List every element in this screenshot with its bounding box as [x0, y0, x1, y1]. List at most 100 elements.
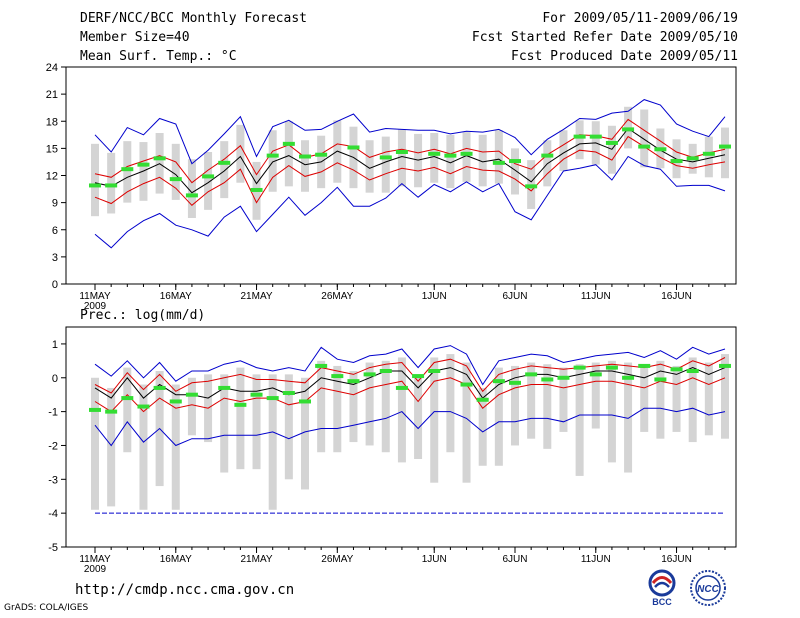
- precipitation-y-tick-label: -5: [48, 542, 58, 554]
- precipitation-year-label: 2009: [84, 564, 107, 575]
- temperature-y-tick-label: 9: [52, 198, 58, 210]
- precipitation-obs-marker: [137, 404, 150, 409]
- temperature-spread-box: [301, 140, 309, 192]
- precipitation-spread-box: [301, 377, 309, 490]
- precipitation-spread-box: [494, 367, 503, 466]
- bcc-logo-text: BCC: [652, 597, 672, 607]
- temperature-x-tick-label: 1JUN: [422, 291, 447, 302]
- precipitation-spread-box: [640, 364, 649, 432]
- ncc-logo-text: NCC: [697, 584, 719, 595]
- precipitation-x-tick-label: 11MAY: [79, 554, 111, 565]
- temperature-obs-marker: [670, 159, 683, 164]
- temperature-obs-marker: [299, 154, 311, 159]
- precipitation-spread-box: [704, 362, 713, 436]
- temperature-spread-box: [284, 121, 293, 187]
- temperature-spread-box: [430, 133, 439, 183]
- precipitation-obs-marker: [670, 367, 683, 372]
- precipitation-spread-box: [543, 364, 552, 449]
- precipitation-obs-marker: [379, 369, 392, 373]
- temperature-obs-marker: [137, 162, 150, 167]
- precipitation-spread-box: [139, 384, 148, 510]
- precipitation-obs-marker: [250, 392, 263, 397]
- precipitation-mean-line: [94, 367, 726, 399]
- precipitation-panel: -5 -4 -3 -2 -1 0 1 11MAY 16MAY 21MAY 26MAY 1JUN 6JUN…: [48, 326, 737, 575]
- temperature-spread-box: [511, 148, 519, 195]
- temperature-obs-marker: [153, 156, 166, 161]
- temperature-y-tick-label: 12: [46, 171, 58, 183]
- temperature-x-tick-label: 11MAY: [79, 291, 111, 302]
- temperature-y-tick-label: 21: [46, 89, 58, 101]
- temperature-p25-line: [94, 135, 726, 206]
- temperature-obs-marker: [654, 147, 667, 152]
- precipitation-obs-marker: [315, 363, 328, 368]
- temperature-spread-box: [640, 109, 649, 168]
- precipitation-spread-box: [187, 377, 196, 436]
- precipitation-obs-marker: [299, 399, 311, 404]
- precipitation-p25-line: [94, 377, 726, 413]
- temperature-obs-marker: [379, 155, 392, 160]
- precipitation-spread-box: [656, 360, 665, 439]
- member-size-label: Member Size=40: [80, 30, 190, 45]
- temperature-obs-marker: [89, 183, 101, 188]
- temperature-obs-marker: [105, 183, 118, 188]
- precipitation-spread-box: [349, 371, 358, 443]
- precipitation-spread-box: [365, 362, 374, 446]
- temperature-obs-marker: [121, 167, 134, 172]
- precipitation-obs-marker: [266, 396, 279, 401]
- precipitation-x-tick-label: 21MAY: [241, 554, 273, 565]
- precipitation-obs-marker: [525, 372, 538, 377]
- precipitation-obs-marker: [105, 409, 118, 414]
- temperature-x-tick-label: 26MAY: [321, 291, 353, 302]
- fcst-started-label: Fcst Started Refer Date 2009/05/10: [471, 30, 738, 45]
- temperature-obs-marker: [622, 127, 635, 132]
- temperature-x-tick-label: 16JUN: [661, 291, 692, 302]
- temperature-spread-box: [478, 134, 487, 187]
- source-url[interactable]: http://cmdp.ncc.cma.gov.cn: [75, 582, 295, 598]
- precipitation-y-tick-label: 0: [52, 373, 58, 385]
- precipitation-spread-box: [236, 367, 245, 470]
- temperature-spread-box: [123, 141, 132, 203]
- precipitation-spread-box: [462, 362, 471, 483]
- precipitation-spread-box: [688, 357, 697, 443]
- temperature-obs-marker: [719, 144, 731, 149]
- precipitation-spread-box: [123, 367, 132, 453]
- temperature-obs-marker: [395, 149, 408, 154]
- precipitation-min-line: [94, 407, 726, 447]
- precipitation-obs-marker: [234, 402, 247, 407]
- temperature-spread-box: [220, 141, 229, 199]
- temperature-obs-marker: [541, 153, 554, 158]
- precipitation-x-tick-label: 6JUN: [502, 554, 527, 565]
- temperature-spread-box: [381, 136, 390, 193]
- precipitation-obs-marker: [557, 375, 570, 380]
- temperature-spread-box: [236, 124, 245, 183]
- precipitation-obs-marker: [589, 372, 602, 377]
- precipitation-obs-marker: [719, 363, 731, 368]
- temperature-mean-line: [94, 127, 726, 194]
- temperature-obs-marker: [315, 152, 328, 157]
- bcc-logo-icon: BCC: [648, 569, 676, 607]
- precipitation-spread-box: [559, 367, 568, 432]
- precipitation-x-tick-label: 26MAY: [321, 554, 353, 565]
- precipitation-obs-marker: [331, 374, 344, 379]
- temperature-spread-box: [171, 143, 180, 200]
- precipitation-spread-box: [381, 360, 390, 453]
- precipitation-spread-box: [284, 374, 293, 480]
- temperature-obs-marker: [444, 153, 457, 158]
- temperature-obs-marker: [492, 160, 505, 165]
- precipitation-y-tick-label: 1: [52, 339, 58, 351]
- precipitation-spread-box: [414, 376, 423, 459]
- precipitation-obs-marker: [412, 374, 425, 379]
- temperature-spread-box: [204, 151, 213, 210]
- temperature-obs-marker: [266, 153, 279, 158]
- temperature-obs-marker: [169, 177, 182, 182]
- temperature-spread-box: [365, 140, 374, 193]
- precipitation-obs-marker: [282, 391, 295, 395]
- precipitation-obs-marker: [153, 385, 166, 390]
- precipitation-y-tick-label: -2: [48, 440, 58, 452]
- precipitation-obs-marker: [605, 365, 618, 370]
- temperature-obs-marker: [347, 145, 360, 150]
- precipitation-obs-marker: [460, 382, 473, 387]
- temperature-panel: 0 3 6 9 12 15 18 21 24 11MAY 16MAY 21MAY 26MAY 1JUN 6J…: [46, 62, 737, 312]
- temperature-y-tick-label: 24: [46, 62, 58, 74]
- temperature-spread-box: [462, 132, 471, 182]
